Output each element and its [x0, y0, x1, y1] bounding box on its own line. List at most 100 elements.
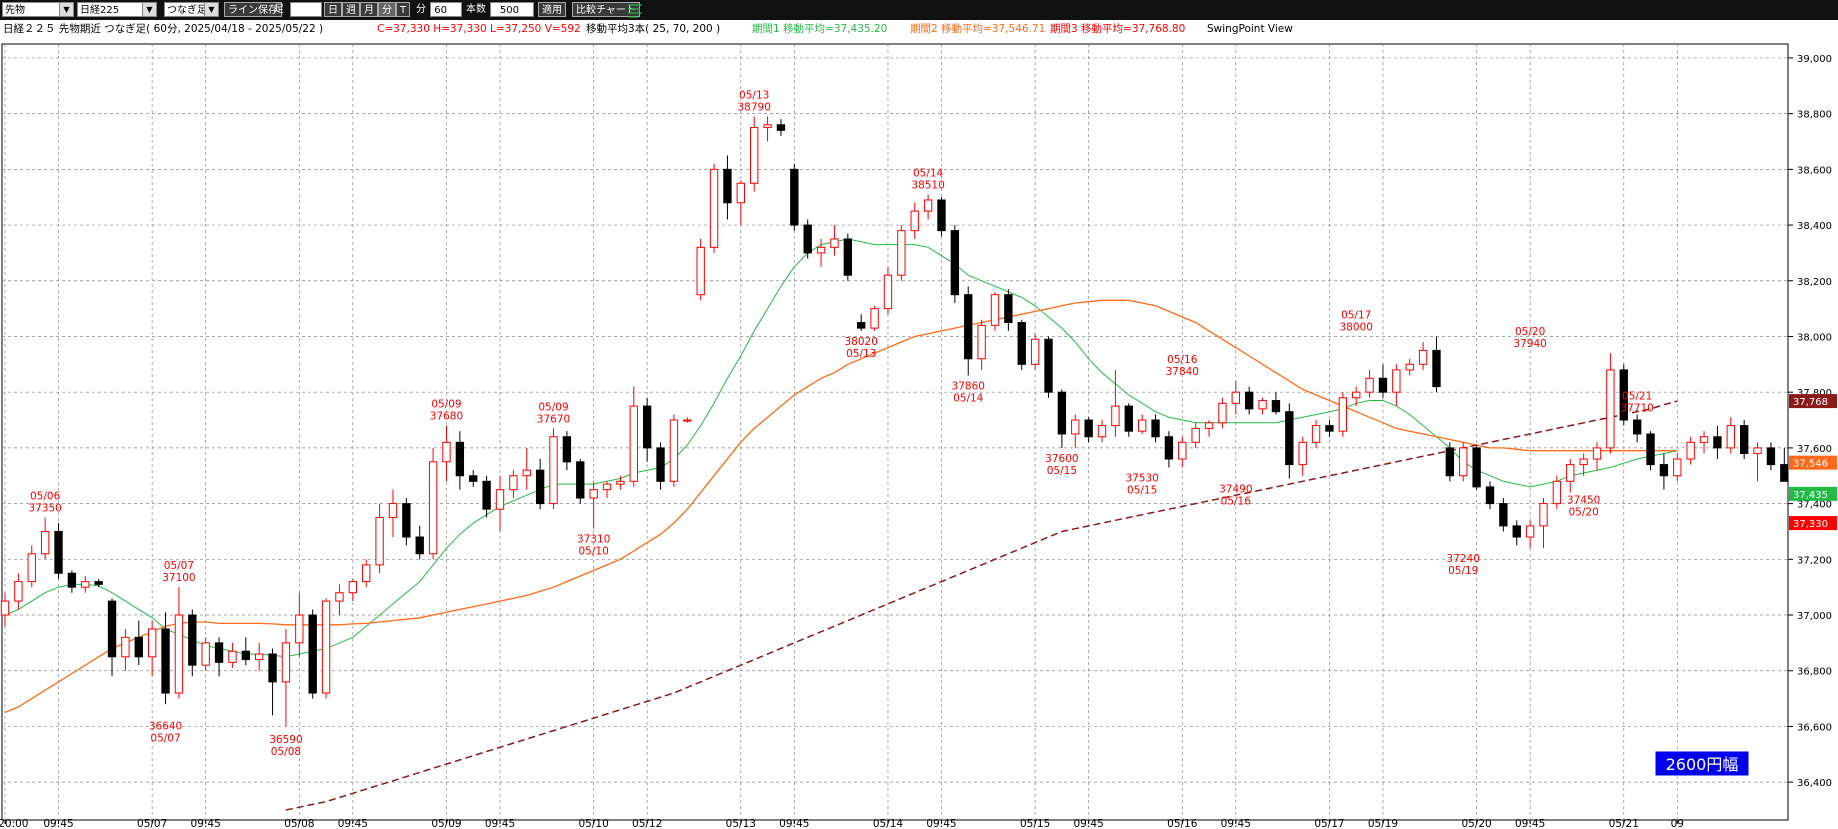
x-tick-label: 05/12: [632, 818, 662, 829]
candle: [1378, 364, 1388, 398]
swing-price: 37680: [430, 411, 463, 423]
candle-body: [1178, 441, 1187, 460]
candle: [1271, 392, 1281, 415]
candle-body: [750, 127, 759, 184]
candle-body: [81, 581, 90, 588]
market-select[interactable]: 先物 ▼: [2, 2, 74, 17]
ma1-readout: 期間1 移動平均=37,435.20: [752, 22, 887, 35]
tick-button[interactable]: T: [396, 2, 411, 17]
candle-body: [147, 628, 157, 658]
y-tick-label: 36,800: [1797, 667, 1832, 678]
apply-button[interactable]: 適用: [538, 2, 566, 17]
x-tick-label: 05/19: [1368, 818, 1398, 829]
chevron-down-icon: ▼: [204, 3, 218, 16]
candle-body: [1405, 363, 1414, 371]
candle: [990, 291, 1000, 331]
candle: [1606, 353, 1615, 454]
x-tick-label: 05/08: [284, 818, 314, 829]
candle-body: [964, 294, 973, 360]
candle-body: [910, 210, 919, 232]
candle: [1539, 498, 1548, 549]
candle-body: [40, 530, 50, 555]
candle-body: [642, 405, 652, 449]
candle: [923, 194, 933, 220]
price-tags: 37,768 37,546 37,435 37,330: [1789, 394, 1837, 531]
x-tick-label: 05/14: [873, 818, 904, 829]
period-input[interactable]: 60: [430, 2, 462, 17]
month-button[interactable]: 月: [360, 2, 378, 17]
day-button[interactable]: 日: [324, 2, 342, 17]
candle-body: [1097, 425, 1107, 438]
candle: [1499, 498, 1508, 532]
candle-body: [1646, 433, 1655, 466]
price-tag-box: [1789, 486, 1837, 501]
candle-body: [428, 461, 438, 555]
chart-header: 日経２２５ 先物期近 つなぎ足( 60分, 2025/04/18 - 2025/…: [3, 22, 1293, 35]
range-badge: 2600円幅: [1654, 750, 1750, 777]
swing-date: 05/15: [1127, 484, 1157, 496]
candle-body: [1004, 294, 1013, 324]
candle: [616, 475, 625, 490]
mode-select[interactable]: つなぎ足 ▼: [164, 2, 219, 17]
candle: [1552, 475, 1562, 510]
chart-lines-icon: [628, 4, 642, 18]
candle: [295, 592, 304, 657]
y-tick-label: 38,000: [1797, 332, 1832, 343]
candle-body: [1392, 369, 1401, 393]
ma3-readout: 期間3 移動平均=37,768.80: [1050, 22, 1185, 35]
x-tick-label: 09:45: [1074, 818, 1104, 829]
x-tick-label: 09:45: [1221, 818, 1251, 829]
candle: [1673, 453, 1682, 482]
candle-body: [1071, 419, 1080, 435]
index-select[interactable]: 日経225 ▼: [77, 2, 157, 17]
count-input[interactable]: 500: [490, 2, 534, 17]
candle: [1525, 520, 1535, 549]
ashi-input[interactable]: [290, 2, 322, 17]
candle-body: [1111, 405, 1120, 427]
candle-body: [1057, 391, 1067, 435]
candle: [750, 116, 759, 192]
swing-date: 05/14: [953, 392, 984, 404]
swing-price: 37240: [1447, 553, 1480, 565]
candle: [1338, 392, 1348, 437]
minute-button[interactable]: 分: [378, 2, 396, 17]
swing-price: 37860: [952, 380, 985, 392]
candle: [1311, 420, 1321, 448]
swing-price: 37940: [1513, 338, 1546, 350]
chart-title: 日経２２５ 先物期近 つなぎ足( 60分, 2025/04/18 - 2025/…: [3, 22, 323, 35]
swing-price: 38510: [911, 179, 944, 191]
candle: [1780, 447, 1789, 482]
candle: [1298, 436, 1307, 476]
candle: [388, 489, 398, 538]
swing-price: 37530: [1125, 472, 1158, 484]
candle: [816, 238, 826, 267]
candle-body: [54, 530, 63, 574]
candle: [442, 425, 451, 482]
candle: [1325, 420, 1334, 437]
candle-body: [67, 572, 77, 588]
x-tick-label: 05 20:00: [0, 818, 28, 829]
candle-body: [375, 517, 384, 566]
candle: [1766, 442, 1776, 471]
candle: [830, 225, 839, 256]
week-button[interactable]: 週: [342, 2, 360, 17]
candle-body: [883, 274, 893, 310]
candle: [1566, 459, 1575, 493]
x-tick-label: 09:45: [1515, 818, 1545, 829]
candle-body: [1218, 402, 1227, 424]
candle-body: [1512, 525, 1521, 538]
candle-body: [1338, 397, 1348, 432]
candle-body: [857, 322, 866, 329]
save-lines-button[interactable]: ライン保存: [224, 2, 282, 17]
candle: [1365, 369, 1374, 398]
x-tick-label: 05/21: [1609, 818, 1639, 829]
candle-body: [1311, 425, 1321, 443]
